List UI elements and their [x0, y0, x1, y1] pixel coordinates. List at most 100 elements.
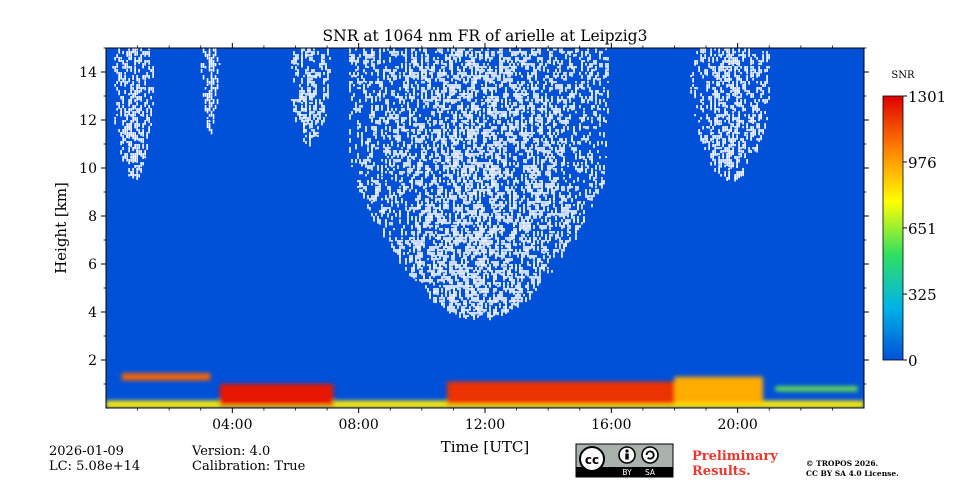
no-signal-speck [379, 120, 381, 125]
no-signal-speck [419, 270, 421, 275]
no-signal-speck [525, 147, 527, 153]
no-signal-speck [573, 93, 575, 97]
no-signal-speck [537, 57, 539, 63]
no-signal-speck [583, 108, 585, 111]
no-signal-speck [537, 195, 539, 201]
no-signal-speck [698, 120, 700, 123]
no-signal-speck [489, 81, 491, 84]
no-signal-speck [463, 78, 465, 84]
no-signal-speck [295, 99, 297, 102]
no-signal-speck [216, 81, 219, 84]
no-signal-speck [449, 219, 451, 224]
no-signal-speck [130, 144, 132, 148]
no-signal-speck [381, 174, 383, 177]
no-signal-speck [519, 267, 521, 273]
no-signal-speck [393, 168, 395, 171]
no-signal-speck [401, 246, 403, 249]
no-signal-speck [309, 57, 311, 62]
no-signal-speck [730, 150, 732, 154]
no-signal-speck [461, 234, 463, 237]
no-signal-speck [206, 108, 209, 114]
no-signal-speck [473, 87, 475, 92]
no-signal-speck [738, 114, 740, 118]
no-signal-speck [595, 186, 597, 189]
no-signal-speck [122, 138, 124, 144]
no-signal-speck [501, 81, 503, 87]
no-signal-speck [505, 69, 507, 74]
no-signal-speck [441, 147, 443, 152]
no-signal-speck [403, 225, 405, 229]
no-signal-speck [549, 159, 551, 163]
no-signal-speck [461, 117, 463, 120]
no-signal-speck [523, 87, 525, 92]
no-signal-speck [445, 270, 447, 273]
no-signal-speck [449, 84, 451, 89]
no-signal-speck [521, 234, 523, 237]
no-signal-speck [477, 207, 479, 210]
no-signal-speck [401, 117, 403, 122]
no-signal-speck [513, 234, 515, 239]
no-signal-speck [441, 189, 443, 193]
no-signal-speck [433, 288, 435, 294]
no-signal-speck [415, 60, 417, 66]
no-signal-speck [491, 249, 493, 254]
no-signal-speck [309, 96, 311, 101]
no-signal-speck [519, 282, 521, 286]
no-signal-speck [589, 189, 591, 194]
no-signal-speck [459, 129, 461, 135]
no-signal-speck [449, 279, 451, 283]
no-signal-speck [409, 69, 411, 75]
no-signal-speck [738, 141, 740, 146]
no-signal-speck [481, 222, 483, 227]
no-signal-speck [541, 63, 543, 66]
no-signal-speck [305, 141, 307, 144]
no-signal-speck [475, 126, 477, 129]
no-signal-speck [724, 147, 726, 153]
no-signal-speck [746, 135, 748, 140]
no-signal-speck [150, 69, 152, 73]
no-signal-speck [116, 63, 118, 68]
no-signal-speck [525, 216, 527, 220]
no-signal-speck [706, 87, 708, 92]
no-signal-speck [425, 78, 427, 81]
no-signal-speck [373, 63, 375, 68]
no-signal-speck [455, 300, 457, 306]
no-signal-speck [730, 105, 732, 109]
no-signal-speck [730, 162, 732, 165]
no-signal-speck [206, 120, 209, 124]
no-signal-speck [389, 237, 391, 242]
no-signal-speck [559, 48, 561, 53]
no-signal-speck [714, 87, 716, 93]
no-signal-speck [501, 270, 503, 273]
no-signal-speck [716, 138, 718, 142]
no-signal-speck [457, 282, 459, 286]
no-signal-speck [293, 78, 295, 83]
no-signal-speck [537, 207, 539, 212]
no-signal-speck [455, 159, 457, 165]
no-signal-speck [417, 132, 419, 135]
no-signal-speck [529, 117, 531, 120]
no-signal-speck [465, 54, 467, 57]
no-signal-speck [433, 105, 435, 109]
no-signal-speck [409, 93, 411, 98]
no-signal-speck [467, 51, 469, 55]
no-signal-speck [505, 90, 507, 95]
no-signal-speck [395, 69, 397, 72]
no-signal-speck [114, 120, 116, 125]
no-signal-speck [543, 159, 545, 163]
no-signal-speck [515, 195, 517, 201]
no-signal-speck [441, 249, 443, 254]
no-signal-speck [134, 90, 136, 95]
no-signal-speck [507, 93, 509, 97]
no-signal-speck [148, 90, 150, 94]
no-signal-speck [425, 210, 427, 213]
no-signal-speck [417, 231, 419, 237]
no-signal-speck [734, 51, 736, 54]
no-signal-speck [537, 108, 539, 111]
no-signal-speck [441, 213, 443, 218]
no-signal-speck [539, 273, 541, 276]
no-signal-speck [447, 111, 449, 114]
no-signal-speck [539, 66, 541, 69]
no-signal-speck [140, 165, 142, 168]
no-signal-speck [728, 150, 730, 156]
